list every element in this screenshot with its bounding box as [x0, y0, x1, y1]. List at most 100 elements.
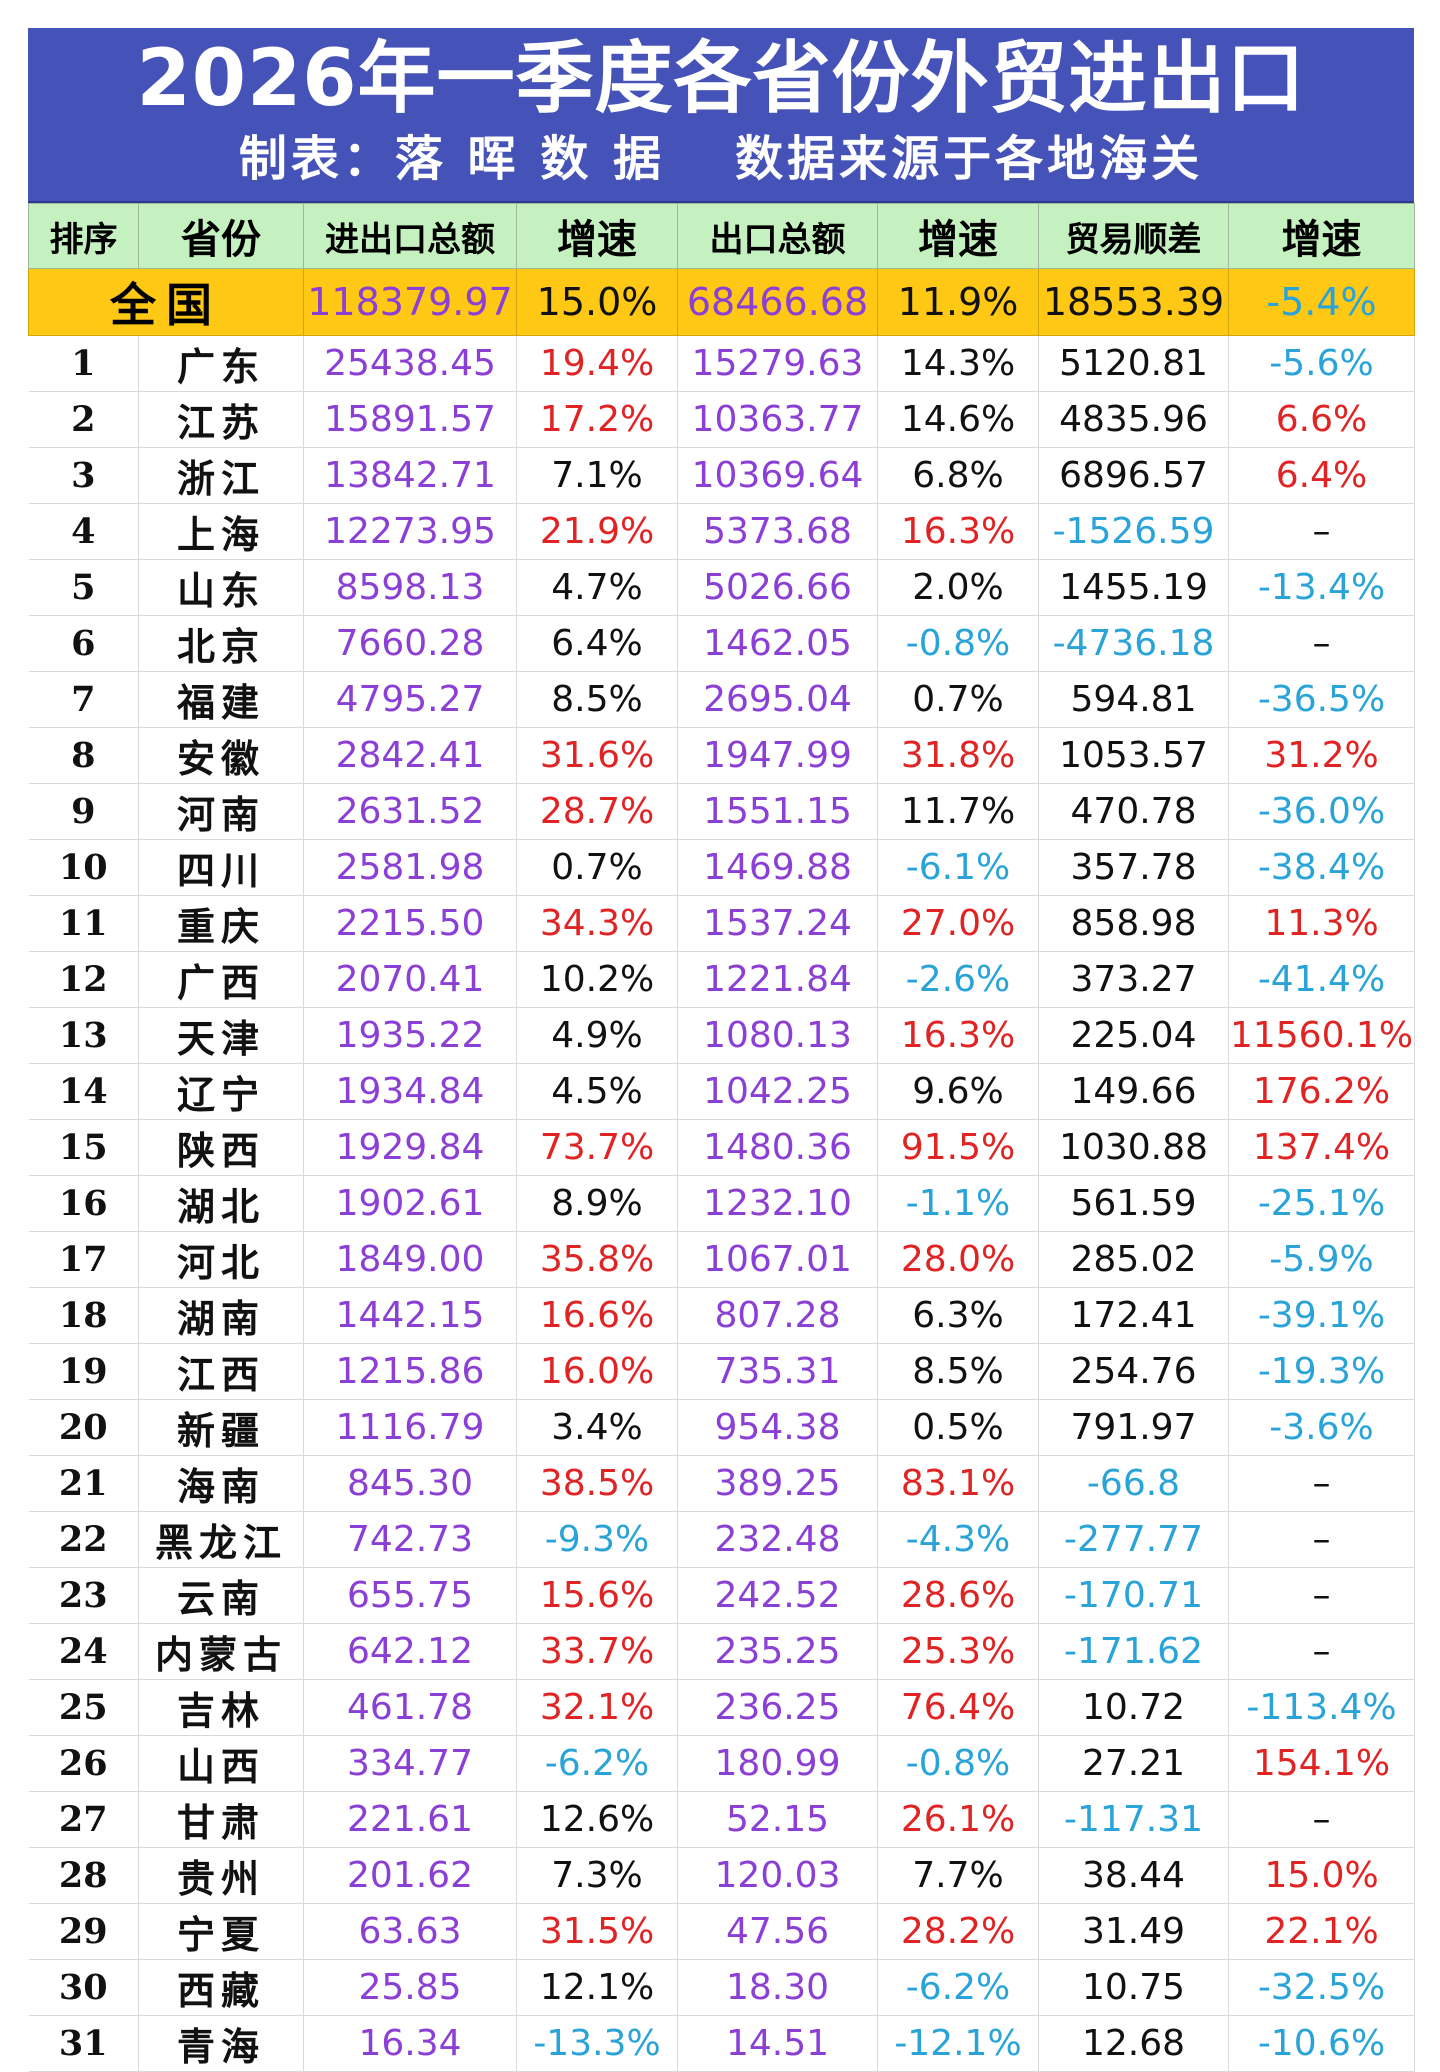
row-export-growth: 14.3% — [877, 335, 1039, 392]
row-province: 天津 — [138, 1007, 304, 1064]
row-total-growth: 21.9% — [516, 503, 678, 560]
row-rank: 4 — [28, 503, 139, 560]
table-row: 29 宁夏 63.63 31.5% 47.56 28.2% 31.49 22.1% — [28, 1903, 1415, 1960]
row-surplus: 10.72 — [1038, 1679, 1229, 1736]
row-surplus: -117.31 — [1038, 1791, 1229, 1848]
row-export: 1947.99 — [677, 727, 878, 784]
row-surplus-growth: -3.6% — [1228, 1399, 1415, 1456]
row-total: 742.73 — [303, 1511, 517, 1568]
row-province: 福建 — [138, 671, 304, 728]
header-surplus-growth: 增速 — [1228, 203, 1415, 269]
row-total: 2631.52 — [303, 783, 517, 840]
row-total-growth: 31.6% — [516, 727, 678, 784]
row-export-growth: 2.0% — [877, 559, 1039, 616]
row-surplus-growth: -19.3% — [1228, 1343, 1415, 1400]
row-export: 14.51 — [677, 2015, 878, 2072]
row-surplus: 38.44 — [1038, 1847, 1229, 1904]
row-total-growth: 12.1% — [516, 1959, 678, 2016]
row-export-growth: 6.3% — [877, 1287, 1039, 1344]
row-export-growth: 7.7% — [877, 1847, 1039, 1904]
row-province: 甘肃 — [138, 1791, 304, 1848]
row-export: 1480.36 — [677, 1119, 878, 1176]
row-export: 1221.84 — [677, 951, 878, 1008]
row-export-growth: 31.8% — [877, 727, 1039, 784]
row-total: 334.77 — [303, 1735, 517, 1792]
row-export: 1537.24 — [677, 895, 878, 952]
row-province: 江西 — [138, 1343, 304, 1400]
row-province: 浙江 — [138, 447, 304, 504]
table-row: 18 湖南 1442.15 16.6% 807.28 6.3% 172.41 -39.1% — [28, 1287, 1415, 1344]
row-surplus-growth: -10.6% — [1228, 2015, 1415, 2072]
row-surplus: 31.49 — [1038, 1903, 1229, 1960]
row-total: 1929.84 — [303, 1119, 517, 1176]
row-surplus: 373.27 — [1038, 951, 1229, 1008]
table-row: 9 河南 2631.52 28.7% 1551.15 11.7% 470.78 -36.0% — [28, 783, 1415, 840]
row-export: 389.25 — [677, 1455, 878, 1512]
row-surplus: 225.04 — [1038, 1007, 1229, 1064]
table-row: 31 青海 16.34 -13.3% 14.51 -12.1% 12.68 -10.6% — [28, 2015, 1415, 2072]
row-province: 海南 — [138, 1455, 304, 1512]
row-rank: 25 — [28, 1679, 139, 1736]
row-surplus-growth: 11.3% — [1228, 895, 1415, 952]
row-total-growth: 73.7% — [516, 1119, 678, 1176]
national-export-growth: 11.9% — [877, 268, 1039, 336]
row-rank: 26 — [28, 1735, 139, 1792]
row-surplus: -1526.59 — [1038, 503, 1229, 560]
table-row: 22 黑龙江 742.73 -9.3% 232.48 -4.3% -277.77– — [28, 1511, 1415, 1568]
row-province: 四川 — [138, 839, 304, 896]
row-export: 5373.68 — [677, 503, 878, 560]
title-block: 2026年一季度各省份外贸进出口 制表：落 晖 数 据 数据来源于各地海关 — [28, 28, 1414, 203]
row-surplus: 357.78 — [1038, 839, 1229, 896]
table-row: 30 西藏 25.85 12.1% 18.30 -6.2% 10.75 -32.5% — [28, 1959, 1415, 2016]
row-total-growth: 16.6% — [516, 1287, 678, 1344]
row-total-growth: 32.1% — [516, 1679, 678, 1736]
row-surplus: -171.62 — [1038, 1623, 1229, 1680]
row-surplus: -170.71 — [1038, 1567, 1229, 1624]
row-export-growth: 91.5% — [877, 1119, 1039, 1176]
header-rank: 排序 — [28, 203, 139, 269]
row-rank: 16 — [28, 1175, 139, 1232]
row-surplus-growth: 6.6% — [1228, 391, 1415, 448]
row-rank: 31 — [28, 2015, 139, 2072]
row-total: 8598.13 — [303, 559, 517, 616]
row-export-growth: 25.3% — [877, 1623, 1039, 1680]
row-province: 青海 — [138, 2015, 304, 2072]
row-rank: 8 — [28, 727, 139, 784]
row-surplus: 1053.57 — [1038, 727, 1229, 784]
row-surplus: 470.78 — [1038, 783, 1229, 840]
row-surplus-growth: -38.4% — [1228, 839, 1415, 896]
trade-table: 排序 省份 进出口总额 增速 出口总额 增速 贸易顺差 增速 全国 118379… — [28, 203, 1415, 2072]
row-rank: 30 — [28, 1959, 139, 2016]
row-total: 63.63 — [303, 1903, 517, 1960]
row-province: 上海 — [138, 503, 304, 560]
row-rank: 20 — [28, 1399, 139, 1456]
row-province: 重庆 — [138, 895, 304, 952]
row-province: 河南 — [138, 783, 304, 840]
table-row: 11 重庆 2215.50 34.3% 1537.24 27.0% 858.98 11.3% — [28, 895, 1415, 952]
row-rank: 28 — [28, 1847, 139, 1904]
row-total-growth: -13.3% — [516, 2015, 678, 2072]
national-total: 118379.97 — [303, 268, 517, 336]
row-province: 新疆 — [138, 1399, 304, 1456]
row-surplus: 6896.57 — [1038, 447, 1229, 504]
row-province: 山西 — [138, 1735, 304, 1792]
row-total-growth: 19.4% — [516, 335, 678, 392]
row-total-growth: 12.6% — [516, 1791, 678, 1848]
row-total: 2215.50 — [303, 895, 517, 952]
row-rank: 24 — [28, 1623, 139, 1680]
row-surplus-growth: 176.2% — [1228, 1063, 1415, 1120]
row-surplus: 172.41 — [1038, 1287, 1229, 1344]
row-total: 1849.00 — [303, 1231, 517, 1288]
row-total: 1116.79 — [303, 1399, 517, 1456]
row-surplus-growth: 154.1% — [1228, 1735, 1415, 1792]
row-export-growth: 9.6% — [877, 1063, 1039, 1120]
page-title: 2026年一季度各省份外贸进出口 — [136, 34, 1306, 124]
row-surplus-growth: – — [1228, 1623, 1415, 1680]
row-surplus: 561.59 — [1038, 1175, 1229, 1232]
row-total: 655.75 — [303, 1567, 517, 1624]
row-surplus: 791.97 — [1038, 1399, 1229, 1456]
row-export-growth: 76.4% — [877, 1679, 1039, 1736]
row-rank: 23 — [28, 1567, 139, 1624]
subtitle: 制表：落 晖 数 据 数据来源于各地海关 — [28, 132, 1414, 186]
row-total: 15891.57 — [303, 391, 517, 448]
